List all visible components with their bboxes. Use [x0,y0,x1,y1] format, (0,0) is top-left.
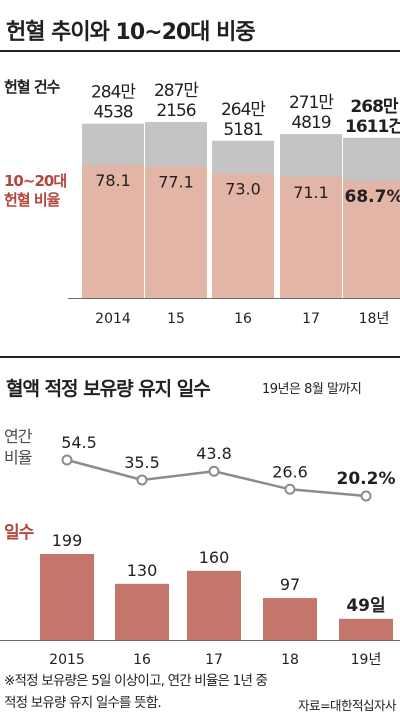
retention-days-label: 199 [52,531,83,550]
annual-ratio-label: 26.6 [272,462,308,481]
retention-days-label: 160 [199,548,230,567]
retention-days-label: 49일 [346,596,385,616]
annual-ratio-point [61,454,73,466]
young-ratio-bar [280,176,342,298]
donation-count-label: 271만 [289,93,334,113]
annual-ratio-label: 20.2% [337,469,396,489]
x-tick-label: 18 [281,652,299,668]
x-tick-label: 19년 [351,652,382,668]
chart1-title: 헌혈 추이와 10~20대 비중 [6,20,256,45]
legend-annual-ratio-line2: 비율 [4,448,32,467]
legend-annual-ratio-line1: 연간 [4,427,32,446]
retention-days-label: 130 [127,561,158,580]
legend-young-ratio-line1: 10~20대 [4,172,67,190]
donation-count-label: 4819 [291,113,330,133]
donation-count-label: 284만 [91,83,136,103]
top-rule [0,50,400,52]
x-tick-label: 17 [205,652,223,668]
x-tick-label: 16 [133,652,151,668]
young-ratio-bar [82,165,144,298]
x-tick-label: 2015 [49,652,85,668]
young-ratio-label: 78.1 [95,171,131,190]
annual-ratio-point [360,490,372,502]
young-ratio-label: 77.1 [158,173,194,192]
retention-days-bar [339,618,393,640]
footnote: ※적정 보유량은 5일 이상이고, 연간 비율은 1년 중 적정 보유량 유지 … [4,673,268,711]
annual-ratio-point [208,465,220,477]
young-ratio-bar [212,173,274,298]
annual-ratio-label: 54.5 [61,433,97,452]
chart2-title: 혈액 적정 보유량 유지 일수 [6,378,211,400]
section-divider [0,356,400,358]
young-ratio-label: 73.0 [225,180,261,199]
donation-count-label: 1611건 [345,117,400,137]
donation-count-label: 5181 [223,120,262,140]
x-tick-label: 16 [234,311,252,327]
donation-count-label: 287만 [154,81,199,101]
chart2-note: 19년은 8월 말까지 [262,382,362,397]
source-credit: 자료=대한적십자사 [298,698,396,713]
x-tick-label: 15 [167,311,185,327]
retention-days-bar [187,570,241,640]
young-ratio-bar [145,166,207,298]
legend-days: 일수 [4,523,34,543]
annual-ratio-label: 35.5 [124,453,160,472]
donation-count-label: 268만 [350,97,398,117]
retention-days-bar [263,598,317,640]
donation-count-label: 4538 [93,103,132,123]
annual-ratio-label: 43.8 [196,444,232,463]
x-tick-label: 2014 [95,311,131,327]
annual-ratio-point [136,474,148,486]
donation-count-label: 2156 [156,101,195,121]
retention-days-bar [40,554,94,640]
x-tick-label: 17 [302,311,320,327]
young-ratio-bar [343,181,400,298]
retention-days-label: 97 [280,575,300,594]
young-ratio-label: 71.1 [293,183,329,202]
young-ratio-label: 68.7% [345,187,400,207]
retention-days-bar [115,583,169,640]
donation-count-label: 264만 [221,100,266,120]
legend-donation-count: 헌혈 건수 [4,78,60,96]
annual-ratio-point [284,483,296,495]
x-tick-label: 18년 [359,311,390,327]
annual-ratio-line [66,458,367,498]
legend-young-ratio-line2: 헌혈 비율 [4,191,60,209]
